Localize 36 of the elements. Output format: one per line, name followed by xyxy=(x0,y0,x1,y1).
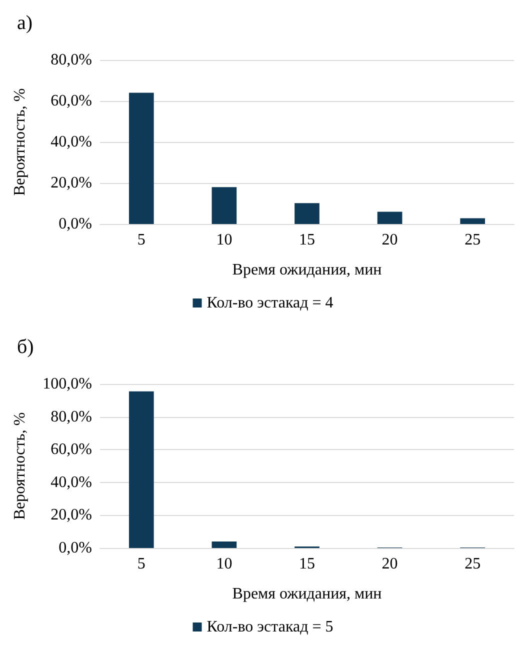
x-tick-label: 10 xyxy=(216,556,232,572)
y-tick-label: 20,0% xyxy=(50,506,92,524)
bar xyxy=(294,203,320,224)
x-axis-title: Время ожидания, мин xyxy=(232,262,382,278)
x-tick-label: 5 xyxy=(137,556,146,572)
x-tick-label: 10 xyxy=(216,232,232,248)
x-tick-label: 15 xyxy=(299,556,315,572)
y-tick-label: 0,0% xyxy=(58,540,92,556)
bar xyxy=(128,92,154,224)
legend-label: Кол-во эстакад = 4 xyxy=(206,294,334,312)
y-tick-label: 80,0% xyxy=(50,52,92,68)
chart-title: б) xyxy=(17,336,34,358)
bar xyxy=(128,391,154,548)
x-tick-label: 20 xyxy=(382,232,398,248)
x-axis-title: Время ожидания, мин xyxy=(232,586,382,602)
y-tick-label: 100,0% xyxy=(42,376,92,392)
y-tick-label: 60,0% xyxy=(50,441,92,458)
y-tick-label: 40,0% xyxy=(50,474,92,491)
chart-title: а) xyxy=(17,12,33,34)
y-tick-label: 60,0% xyxy=(50,92,92,110)
x-tick-label: 25 xyxy=(464,232,481,248)
y-tick-label: 20,0% xyxy=(50,174,92,192)
y-tick-label: 0,0% xyxy=(58,216,92,232)
legend-label: Кол-во эстакад = 5 xyxy=(206,618,334,636)
y-axis-title: Вероятность, % xyxy=(12,88,28,196)
x-tick-label: 20 xyxy=(382,556,398,572)
bar xyxy=(212,541,237,548)
bar xyxy=(460,218,486,224)
x-tick-label: 15 xyxy=(299,232,315,248)
y-axis-title: Вероятность, % xyxy=(12,412,28,520)
bar xyxy=(212,187,237,224)
bar xyxy=(377,212,402,224)
x-tick-label: 25 xyxy=(464,556,481,572)
y-tick-label: 80,0% xyxy=(50,408,92,426)
x-tick-label: 5 xyxy=(137,232,146,248)
y-tick-label: 40,0% xyxy=(50,134,92,150)
